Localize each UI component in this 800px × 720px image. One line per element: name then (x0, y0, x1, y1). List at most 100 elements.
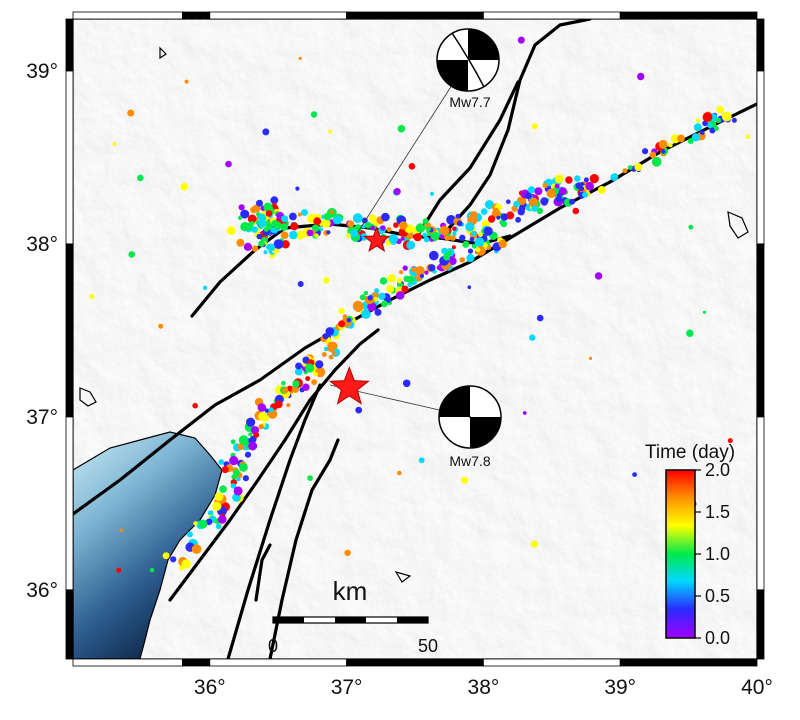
aftershock-dot (677, 134, 685, 143)
aftershock-dot (215, 523, 222, 530)
aftershock-dot (198, 519, 208, 529)
aftershock-dot (273, 239, 284, 250)
southern-fault-b (268, 438, 340, 659)
aftershock-dot (693, 123, 702, 132)
northern-splay-2 (416, 80, 520, 237)
aftershock-dot (297, 212, 302, 217)
southern-fault-c (254, 543, 272, 602)
mainshock-star (328, 365, 370, 405)
aftershock-dot (184, 79, 189, 84)
frame-ticks (65, 11, 765, 667)
colorbar-tick-label: 0.5 (705, 586, 730, 606)
aftershock-dot (280, 223, 289, 231)
aftershock-dot (367, 302, 377, 312)
aftershock-dot (381, 212, 390, 222)
frame-bar-bottom (182, 658, 211, 667)
aftershock-dot (642, 148, 649, 155)
aftershock-dot (565, 176, 573, 184)
aftershock-dot (257, 403, 267, 412)
colorbar-tick-label: 1.0 (705, 544, 730, 564)
aftershock-dot (181, 559, 191, 569)
beachball-mw78-label: Mw7.8 (449, 453, 490, 469)
aftershock-dot (498, 239, 507, 249)
aftershock-dot (274, 400, 283, 409)
aftershock-dot (651, 157, 662, 167)
aftershock-dot (248, 432, 253, 437)
aftershock-dot (327, 341, 335, 350)
aftershock-dot (322, 219, 331, 228)
aftershock-dot (418, 457, 425, 464)
aftershock-dot (707, 122, 713, 128)
aftershock-dot (455, 213, 461, 219)
aftershock-dot (302, 362, 307, 367)
aftershock-dot (494, 207, 499, 213)
aftershock-dot (326, 230, 331, 235)
beachball-mw77-label: Mw7.7 (449, 94, 490, 110)
beachball-mw77: Mw7.7 (357, 28, 500, 233)
aftershock-dot (116, 567, 122, 573)
aftershock-dot (226, 226, 236, 236)
aftershock-dot (149, 567, 155, 573)
lat-tick-label: 36° (26, 579, 58, 602)
aftershock-dot (89, 294, 95, 299)
aftershock-dot (256, 233, 263, 240)
aftershock-dot (380, 225, 386, 231)
aftershock-dot (536, 207, 544, 215)
aftershock-dot (530, 540, 539, 548)
aftershock-dot (695, 118, 701, 123)
aftershock-dot (555, 195, 563, 203)
aftershock-dot (572, 207, 580, 215)
aftershock-dot (219, 485, 227, 493)
aftershock-dot (425, 226, 431, 232)
aftershock-dot (554, 174, 564, 184)
aftershock-dot (634, 163, 643, 171)
aftershock-dot (137, 174, 144, 182)
aftershock-dot (329, 210, 334, 215)
aftershock-dot (668, 142, 673, 148)
time-colorbar: Time (day) 2.0 1.5 1.0 0.5 0.0 (645, 442, 735, 648)
aftershock-layer (89, 36, 750, 573)
aftershock-dot (311, 379, 318, 385)
aftershock-dot (346, 322, 351, 328)
aftershock-dot (569, 198, 575, 205)
aftershock-dot (221, 466, 229, 474)
aftershock-dot (298, 56, 302, 61)
aftershock-dot (328, 354, 334, 360)
aftershock-dot (540, 197, 549, 206)
aftershock-dot (582, 191, 588, 198)
aftershock-dot (649, 151, 657, 159)
aftershock-dot (430, 231, 440, 241)
aftershock-dot (688, 224, 694, 230)
aftershock-dot (281, 215, 289, 223)
aftershock-dot (386, 284, 395, 293)
aftershock-dot (459, 257, 466, 263)
aftershock-dot (439, 225, 450, 236)
aftershock-dot (251, 245, 259, 252)
aftershock-dot (367, 295, 373, 301)
aftershock-dot (471, 230, 477, 236)
frame-bar-top (346, 11, 484, 20)
aftershock-dot (313, 372, 318, 377)
aftershock-dot (448, 257, 457, 265)
aftershock-dot (237, 443, 244, 451)
aftershock-dot (346, 317, 352, 323)
aftershock-dot (286, 403, 291, 408)
aftershock-dot (263, 202, 273, 212)
aftershock-dot (267, 243, 276, 252)
aftershock-dot (374, 288, 380, 294)
aftershock-dot (230, 439, 236, 445)
aftershock-dot (423, 236, 430, 243)
aftershock-dot (393, 188, 401, 196)
aftershock-dot (238, 435, 249, 446)
frame-bar-top (482, 11, 621, 20)
aftershock-dot (258, 219, 267, 228)
aftershock-dot (727, 438, 733, 444)
aftershock-dot (346, 233, 352, 238)
aftershock-dot (403, 275, 410, 282)
lat-tick-label: 37° (26, 406, 58, 429)
aftershock-dot (253, 432, 260, 438)
aftershock-dot (192, 402, 198, 409)
aftershock-dot (374, 308, 382, 316)
aftershock-dot (731, 117, 737, 123)
